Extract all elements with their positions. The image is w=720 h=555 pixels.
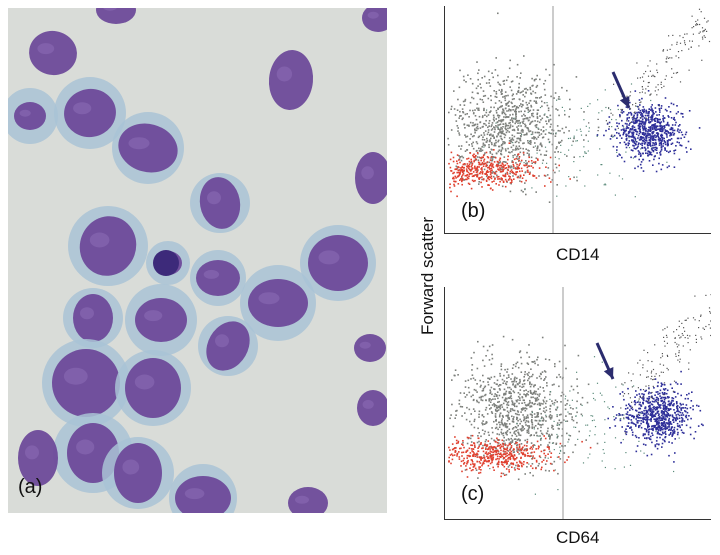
cell (96, 8, 136, 24)
cell (355, 152, 387, 204)
panel-b-label: (b) (461, 200, 486, 222)
cell (354, 334, 386, 362)
cell (300, 225, 376, 301)
cell (288, 487, 328, 513)
scatter-dots (448, 294, 711, 495)
lymphocyte-nucleus (153, 250, 179, 276)
cell (240, 265, 316, 341)
cell (29, 30, 77, 76)
cell (112, 112, 184, 184)
cell (268, 50, 314, 110)
cell (357, 390, 387, 426)
cell (68, 206, 148, 286)
cell (42, 339, 130, 427)
cell (54, 77, 126, 149)
cell (115, 350, 191, 426)
shared-yaxis-label: Forward scatter (418, 216, 437, 336)
cell (8, 88, 58, 144)
cell (362, 8, 387, 32)
panel-a-label: (a) (18, 476, 43, 498)
cell (169, 464, 237, 513)
xaxis-label-cd14: CD14 (556, 245, 600, 264)
arrow-indicator (595, 342, 615, 380)
flow-plot-cd14-dots (447, 6, 711, 233)
flow-plot-cd64-dots (448, 287, 711, 519)
flow-plot-cd64: (c) (444, 287, 711, 520)
panel-c-label: (c) (461, 483, 485, 505)
cell (198, 316, 258, 376)
cell (18, 430, 58, 486)
cell (125, 284, 197, 356)
arrow-indicator (611, 71, 631, 109)
micrograph-panel: (a) (8, 8, 387, 513)
cell (190, 173, 250, 233)
cell (102, 437, 174, 509)
xaxis-label-cd64: CD64 (556, 528, 600, 547)
cell (63, 288, 123, 348)
micrograph-image (8, 8, 387, 513)
flow-plot-cd14: (b) (444, 6, 711, 234)
scatter-dots (447, 8, 711, 203)
cell (190, 250, 246, 306)
